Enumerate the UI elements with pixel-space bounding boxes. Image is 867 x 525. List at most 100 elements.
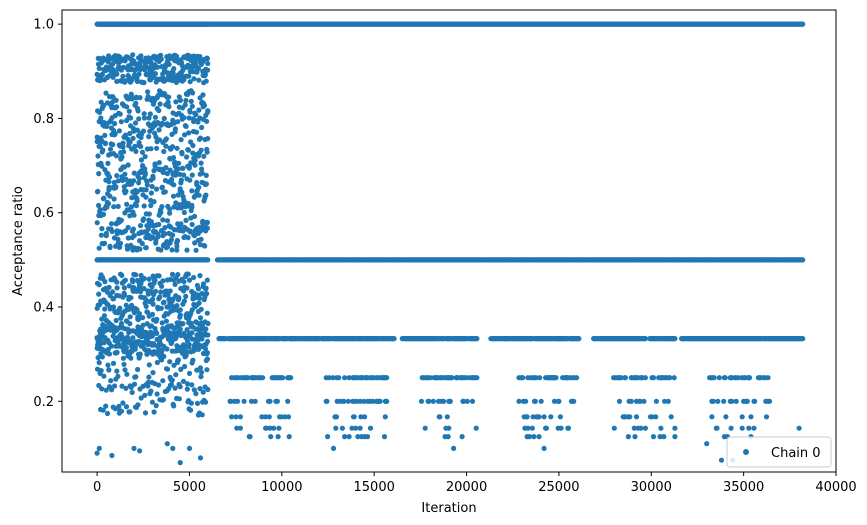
data-point <box>197 455 204 461</box>
data-point <box>444 414 450 420</box>
data-point <box>189 330 195 336</box>
data-point <box>174 238 180 244</box>
data-point <box>112 121 118 127</box>
data-point <box>672 434 678 440</box>
data-point <box>102 279 108 285</box>
data-point <box>111 179 117 186</box>
data-point <box>241 398 247 404</box>
data-point <box>117 305 123 311</box>
data-point <box>237 425 243 431</box>
data-point <box>121 361 127 367</box>
data-point <box>668 414 674 420</box>
data-point <box>204 310 210 316</box>
data-point <box>136 71 142 77</box>
data-point <box>710 398 716 404</box>
data-point <box>553 375 559 381</box>
data-point <box>193 111 199 118</box>
data-point <box>151 409 157 415</box>
data-point <box>532 398 538 404</box>
data-point <box>174 145 180 151</box>
data-point <box>116 403 122 409</box>
data-point <box>123 345 129 351</box>
data-point <box>123 404 130 410</box>
data-point <box>288 375 294 381</box>
data-point <box>285 398 291 404</box>
data-point <box>124 104 130 110</box>
data-point <box>108 221 115 227</box>
data-point <box>149 311 156 317</box>
data-point <box>120 400 126 406</box>
data-point <box>800 257 806 263</box>
data-point <box>203 399 209 405</box>
data-point <box>367 425 374 431</box>
data-point <box>346 434 352 440</box>
data-point <box>271 425 277 431</box>
data-point <box>204 219 210 226</box>
data-point <box>129 76 135 82</box>
data-point <box>141 275 147 282</box>
data-point <box>131 212 137 218</box>
data-point <box>671 375 677 381</box>
data-point <box>120 144 126 150</box>
data-point <box>186 445 193 451</box>
data-point <box>184 285 190 291</box>
x-tick-label: 20000 <box>446 480 487 495</box>
data-point <box>127 314 133 320</box>
data-point <box>120 73 126 79</box>
data-point <box>384 375 390 381</box>
data-point <box>108 378 114 384</box>
data-point <box>650 434 657 440</box>
data-point <box>124 371 130 377</box>
data-point <box>152 71 158 77</box>
data-point <box>446 425 452 431</box>
data-point <box>711 375 717 381</box>
data-point <box>150 301 156 307</box>
data-point <box>115 203 121 209</box>
data-point <box>198 236 204 242</box>
data-point <box>137 95 143 101</box>
data-point <box>143 245 149 251</box>
data-point <box>733 398 739 404</box>
data-point <box>169 247 175 253</box>
data-point <box>141 80 147 86</box>
data-point <box>136 116 142 122</box>
data-point <box>157 101 163 107</box>
data-point <box>95 188 101 194</box>
data-point <box>128 295 134 301</box>
data-point <box>183 97 189 104</box>
data-point <box>125 235 131 241</box>
data-point <box>196 192 202 198</box>
data-point <box>142 170 148 176</box>
data-point <box>123 176 129 182</box>
data-point <box>105 346 111 352</box>
data-point <box>197 135 204 141</box>
data-point <box>127 130 133 137</box>
y-tick-label: 0.6 <box>33 206 54 221</box>
data-point <box>193 129 200 135</box>
data-point <box>97 207 103 213</box>
data-point <box>140 128 147 134</box>
data-point <box>127 321 133 327</box>
data-point <box>171 403 177 409</box>
data-point <box>464 398 470 404</box>
data-point <box>102 132 108 138</box>
data-point <box>189 103 195 109</box>
data-point <box>197 365 203 371</box>
data-point <box>196 184 202 190</box>
data-point <box>198 306 204 312</box>
data-point <box>129 96 135 102</box>
data-point <box>146 374 152 380</box>
data-point <box>101 102 107 108</box>
data-point <box>177 460 183 466</box>
data-point <box>191 76 197 82</box>
data-point <box>135 108 141 114</box>
data-point <box>628 398 634 404</box>
data-point <box>110 61 116 67</box>
x-tick-label: 25000 <box>538 480 579 495</box>
data-point <box>180 321 186 327</box>
data-point <box>176 160 182 166</box>
data-point <box>134 189 140 195</box>
data-point <box>109 387 115 393</box>
data-point <box>142 410 149 416</box>
data-point <box>164 366 171 372</box>
